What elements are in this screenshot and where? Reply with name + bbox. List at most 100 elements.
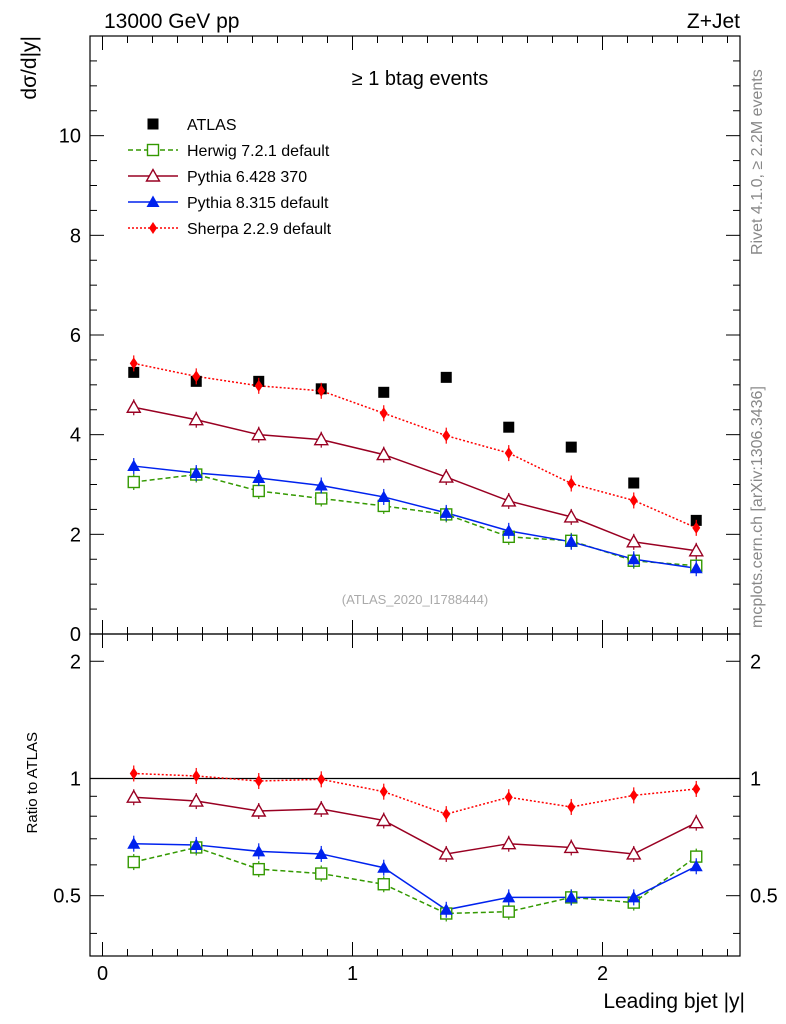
- main-y-tick-label: 2: [70, 524, 81, 546]
- x-tick-label: 0: [97, 963, 108, 985]
- data-point-pythia-8-315-default: [377, 490, 391, 502]
- data-point-pythia-6-428-370: [376, 446, 392, 461]
- ratio-y-axis-label: Ratio to ATLAS: [24, 732, 41, 833]
- x-tick-label: 2: [597, 963, 608, 985]
- ratio-panel: 0.5 0.5 1 1 2 2 0 1 2 Ratio to ATLAS: [24, 633, 778, 985]
- legend-label: Sherpa 2.2.9 default: [187, 221, 332, 238]
- ratio-y-tick-label: 1: [70, 768, 81, 790]
- energy-label: 13000 GeV pp: [104, 10, 239, 33]
- ratio-point-pythia-6-428-370: [563, 839, 579, 854]
- ratio-point-sherpa-2-2-9-default: [129, 767, 138, 780]
- data-point-sherpa-2-2-9-default: [192, 370, 201, 383]
- data-point-sherpa-2-2-9-default: [129, 357, 138, 370]
- ratio-y-tick-label: 0.5: [53, 886, 81, 908]
- data-point-pythia-8-315-default: [627, 552, 641, 565]
- legend-entry-atlas: ATLAS: [147, 117, 237, 134]
- series-line-pythia-8-315-default: [133, 465, 697, 569]
- ratio-point-herwig-7-2-1-default: [315, 867, 328, 880]
- ratio-point-pythia-6-428-370: [313, 801, 329, 815]
- data-point-pythia-6-428-370: [626, 533, 642, 548]
- ratio-point-pythia-8-315-default: [314, 847, 328, 859]
- ratio-point-pythia-8-315-default: [502, 890, 516, 903]
- ratio-point-pythia-8-315-default: [689, 859, 703, 872]
- ratio-point-pythia-8-315-default: [564, 890, 578, 903]
- data-point-pythia-6-428-370: [188, 411, 204, 426]
- ratio-point-pythia-6-428-370: [501, 835, 517, 850]
- data-point-pythia-6-428-370: [313, 431, 329, 446]
- main-y-tick-label: 10: [59, 126, 81, 148]
- ratio-point-pythia-8-315-default: [189, 838, 203, 850]
- data-point-pythia-8-315-default: [502, 524, 516, 536]
- ratio-point-herwig-7-2-1-default: [127, 855, 140, 869]
- series-line-sherpa-2-2-9-default: [133, 362, 697, 529]
- legend-entry-sherpa-2-2-9-default: Sherpa 2.2.9 default: [128, 221, 332, 238]
- rivet-label: Rivet 4.1.0, ≥ 2.2M events: [749, 69, 766, 255]
- main-y-tick-label: 8: [70, 225, 81, 247]
- data-point-sherpa-2-2-9-default: [629, 494, 638, 507]
- data-point-atlas: [503, 421, 515, 433]
- ratio-point-sherpa-2-2-9-default: [254, 775, 263, 788]
- data-point-atlas: [440, 371, 452, 383]
- ratio-point-pythia-6-428-370: [688, 814, 704, 829]
- legend-label: ATLAS: [187, 117, 237, 134]
- series-line-herwig-7-2-1-default: [133, 473, 697, 567]
- ratio-point-pythia-6-428-370: [438, 846, 454, 860]
- main-series-markers: [126, 355, 704, 577]
- data-point-pythia-8-315-default: [314, 478, 328, 491]
- ratio-line-sherpa-2-2-9-default: [133, 772, 697, 815]
- data-point-atlas: [565, 441, 577, 453]
- ratio-point-sherpa-2-2-9-default: [192, 769, 201, 782]
- ratio-point-pythia-8-315-default: [627, 890, 641, 903]
- ratio-series-lines: [133, 772, 697, 915]
- main-y-tick-label: 0: [70, 624, 81, 646]
- data-point-sherpa-2-2-9-default: [254, 379, 263, 392]
- ratio-axis-ticks: 0.5 0.5 1 1 2 2 0 1 2: [53, 634, 778, 985]
- main-y-tick-label: 4: [70, 425, 81, 447]
- ratio-point-herwig-7-2-1-default: [377, 878, 390, 891]
- legend-label: Herwig 7.2.1 default: [187, 143, 330, 160]
- data-point-atlas: [128, 366, 140, 378]
- ratio-point-pythia-6-428-370: [376, 812, 392, 827]
- main-axis-ticks: 0 2 4 6 8 10: [59, 35, 740, 646]
- data-point-sherpa-2-2-9-default: [692, 521, 701, 534]
- data-point-herwig-7-2-1-default: [252, 484, 265, 498]
- main-y-axis-label: dσ/d|y|: [18, 36, 41, 100]
- ratio-series-markers: [126, 765, 704, 922]
- data-point-pythia-8-315-default: [564, 535, 578, 547]
- ratio-point-pythia-8-315-default: [127, 837, 141, 849]
- legend-marker: [145, 168, 161, 182]
- data-point-sherpa-2-2-9-default: [504, 447, 513, 460]
- main-panel: 0 2 4 6 8 10 ≥ 1 btag events (ATLAS_2020_I178…: [18, 35, 741, 646]
- process-label: Z+Jet: [687, 10, 740, 33]
- data-point-pythia-8-315-default: [127, 459, 141, 472]
- ratio-point-sherpa-2-2-9-default: [692, 782, 701, 795]
- data-point-pythia-6-428-370: [501, 493, 517, 507]
- data-point-sherpa-2-2-9-default: [442, 429, 451, 442]
- data-point-pythia-6-428-370: [688, 542, 704, 557]
- ratio-line-pythia-8-315-default: [133, 842, 697, 911]
- legend-marker: [146, 195, 160, 207]
- ratio-point-sherpa-2-2-9-default: [442, 808, 451, 821]
- ratio-y-tick-label-right: 2: [750, 651, 761, 673]
- x-tick-label: 1: [347, 963, 358, 985]
- data-point-pythia-8-315-default: [439, 506, 453, 518]
- ratio-point-sherpa-2-2-9-default: [379, 785, 388, 798]
- series-line-pythia-6-428-370: [133, 406, 697, 552]
- ratio-point-sherpa-2-2-9-default: [629, 789, 638, 802]
- legend-entry-herwig-7-2-1-default: Herwig 7.2.1 default: [128, 143, 330, 160]
- ratio-point-sherpa-2-2-9-default: [317, 773, 326, 786]
- ratio-point-pythia-6-428-370: [626, 846, 642, 860]
- data-point-pythia-6-428-370: [126, 399, 142, 413]
- ratio-point-sherpa-2-2-9-default: [504, 791, 513, 804]
- data-point-pythia-6-428-370: [438, 469, 454, 483]
- ratio-y-tick-label-right: 0.5: [750, 886, 778, 908]
- ratio-y-tick-label-right: 1: [750, 768, 761, 790]
- x-axis-label: Leading bjet |y|: [603, 990, 745, 1013]
- legend-label: Pythia 6.428 370: [187, 169, 307, 186]
- data-point-sherpa-2-2-9-default: [379, 407, 388, 420]
- legend-marker: [146, 143, 160, 157]
- data-point-atlas: [378, 386, 390, 398]
- ratio-point-herwig-7-2-1-default: [252, 862, 265, 876]
- main-title: ≥ 1 btag events: [352, 68, 489, 90]
- ratio-point-pythia-8-315-default: [439, 903, 453, 915]
